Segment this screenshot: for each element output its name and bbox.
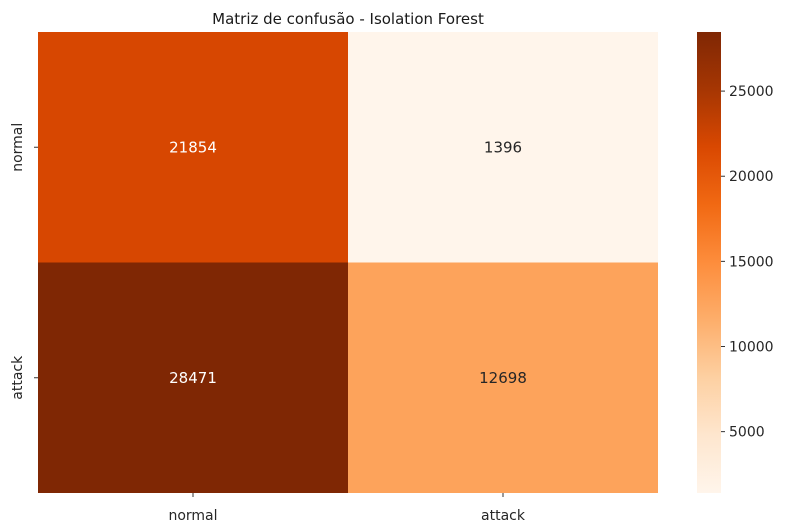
colorbar-tick-label: 20000 <box>729 169 774 185</box>
cell-value-label: 1396 <box>484 138 522 156</box>
x-axis-ticks: normal attack <box>168 493 526 524</box>
x-tick-label: normal <box>168 508 217 524</box>
colorbar-tick-label: 15000 <box>729 254 774 270</box>
y-tick-label: attack <box>10 355 26 400</box>
heatmap-cell <box>38 262 348 493</box>
x-tick-label: attack <box>481 508 526 524</box>
heatmap-cell <box>348 262 658 493</box>
cell-value-label: 12698 <box>479 369 527 387</box>
heatmap-cell <box>348 32 658 263</box>
cell-value-label: 21854 <box>169 138 217 156</box>
colorbar <box>697 32 721 493</box>
colorbar-tick-label: 10000 <box>729 340 774 356</box>
y-tick-label: normal <box>10 123 26 172</box>
heatmap-cell <box>38 32 348 263</box>
colorbar-tick-label: 5000 <box>729 425 765 441</box>
y-axis-ticks: normal attack <box>10 123 38 400</box>
colorbar-tick-label: 25000 <box>729 84 774 100</box>
chart-title: Matriz de confusão - Isolation Forest <box>212 10 484 28</box>
colorbar-ticks: 5000 10000 15000 20000 25000 <box>721 84 774 441</box>
cell-value-label: 28471 <box>169 369 217 387</box>
heatmap-cells: 21854 1396 28471 12698 <box>38 32 658 493</box>
